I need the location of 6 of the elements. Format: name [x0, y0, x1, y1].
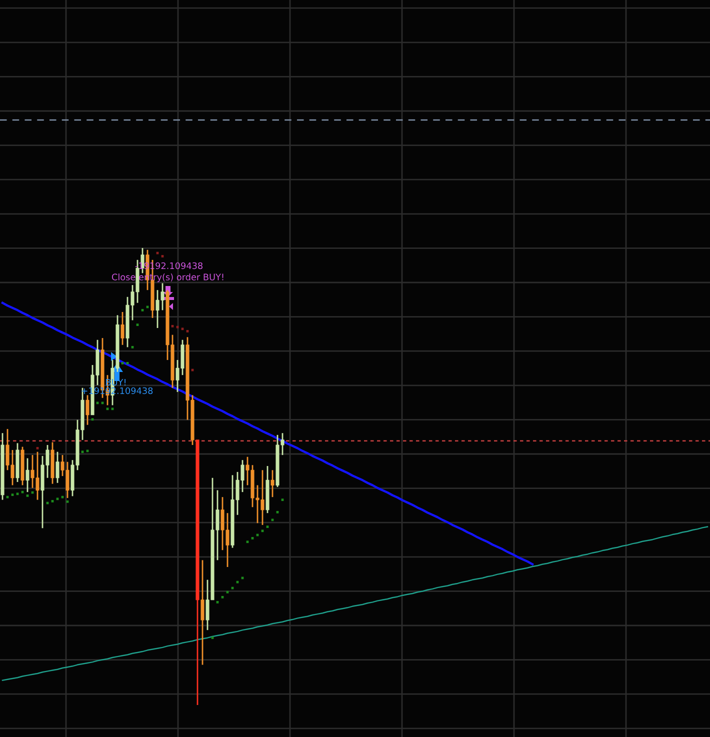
- candlestick: [26, 458, 30, 493]
- candlestick: [270, 469, 274, 498]
- candlestick: [200, 559, 204, 666]
- candlestick: [56, 451, 60, 484]
- candlestick: [86, 394, 90, 426]
- candlestick: [120, 311, 124, 346]
